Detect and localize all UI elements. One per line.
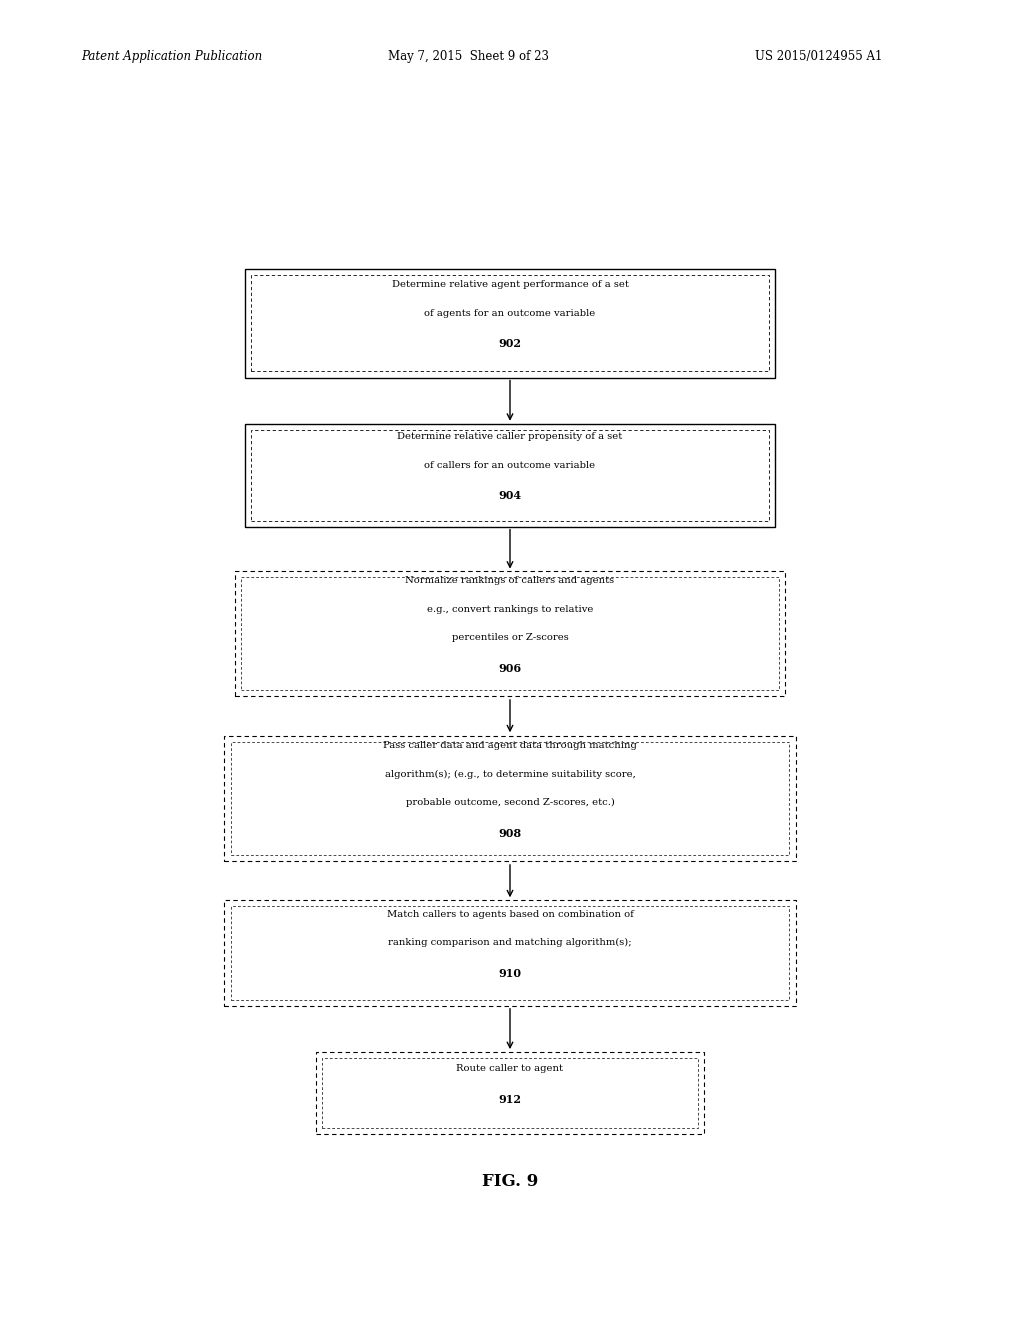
- Text: 906: 906: [498, 663, 521, 673]
- Text: percentiles or Z-scores: percentiles or Z-scores: [451, 634, 568, 642]
- Text: Determine relative caller propensity of a set: Determine relative caller propensity of …: [397, 432, 622, 441]
- Bar: [240, 577, 779, 690]
- Bar: [251, 430, 768, 520]
- Bar: [251, 276, 768, 371]
- Text: 904: 904: [498, 490, 521, 502]
- Text: Normalize rankings of callers and agents: Normalize rankings of callers and agents: [405, 576, 614, 585]
- Text: 902: 902: [498, 338, 521, 350]
- Text: 908: 908: [498, 828, 521, 838]
- Text: US 2015/0124955 A1: US 2015/0124955 A1: [754, 50, 881, 63]
- Bar: [224, 900, 795, 1006]
- Text: probable outcome, second Z-scores, etc.): probable outcome, second Z-scores, etc.): [406, 799, 613, 808]
- Text: e.g., convert rankings to relative: e.g., convert rankings to relative: [426, 605, 593, 614]
- Text: Determine relative agent performance of a set: Determine relative agent performance of …: [391, 280, 628, 289]
- Text: Route caller to agent: Route caller to agent: [457, 1064, 562, 1073]
- Bar: [322, 1059, 697, 1127]
- Text: May 7, 2015  Sheet 9 of 23: May 7, 2015 Sheet 9 of 23: [387, 50, 548, 63]
- Bar: [230, 907, 789, 999]
- Text: ranking comparison and matching algorithm(s);: ranking comparison and matching algorith…: [388, 939, 631, 948]
- Bar: [316, 1052, 703, 1134]
- Text: 910: 910: [498, 968, 521, 979]
- Text: algorithm(s); (e.g., to determine suitability score,: algorithm(s); (e.g., to determine suitab…: [384, 770, 635, 779]
- Text: Match callers to agents based on combination of: Match callers to agents based on combina…: [386, 909, 633, 919]
- Text: Patent Application Publication: Patent Application Publication: [82, 50, 263, 63]
- Bar: [230, 742, 789, 855]
- Bar: [224, 737, 795, 861]
- Bar: [234, 570, 785, 697]
- Text: of agents for an outcome variable: of agents for an outcome variable: [424, 309, 595, 318]
- Text: FIG. 9: FIG. 9: [481, 1173, 538, 1189]
- Text: 912: 912: [498, 1093, 521, 1105]
- Bar: [245, 424, 774, 527]
- Text: Pass caller data and agent data through matching: Pass caller data and agent data through …: [383, 741, 636, 750]
- Bar: [245, 269, 774, 378]
- Text: of callers for an outcome variable: of callers for an outcome variable: [424, 461, 595, 470]
